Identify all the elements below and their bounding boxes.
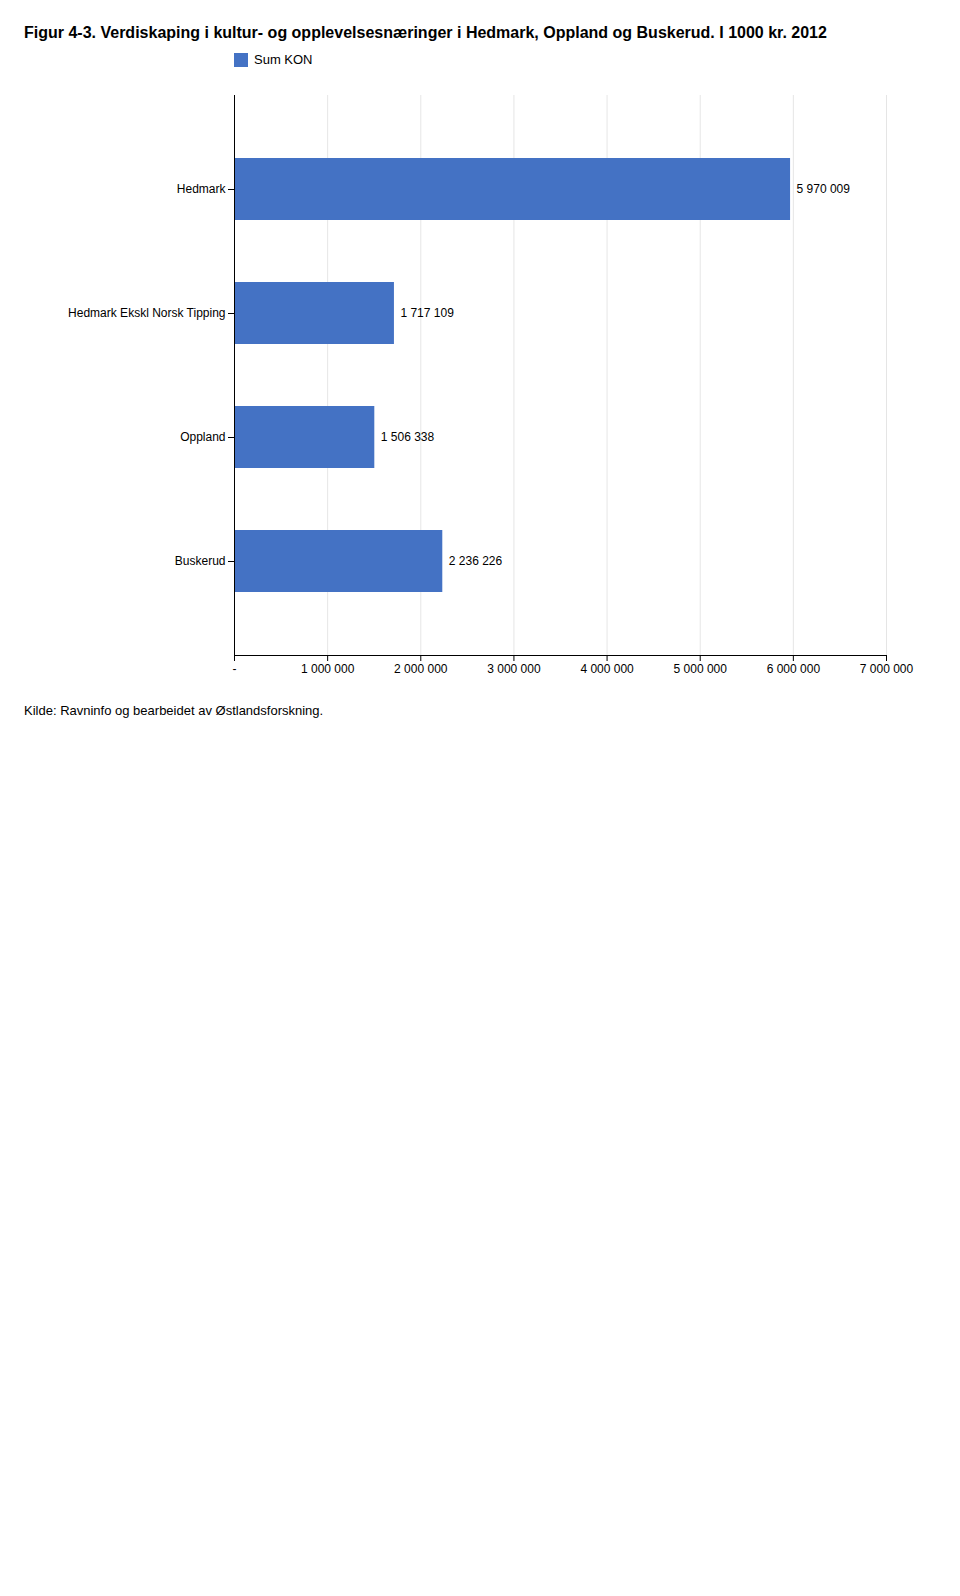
svg-text:Oppland: Oppland	[180, 430, 225, 444]
svg-text:1 000 000: 1 000 000	[301, 662, 355, 676]
svg-text:Hedmark: Hedmark	[177, 182, 227, 196]
svg-text:7 000 000: 7 000 000	[860, 662, 914, 676]
html-text:Kilde: Ravninfo og bearbeidet: Kilde: Ravninfo og bearbeidet av Østland…	[24, 703, 324, 718]
svg-text:3 000 000: 3 000 000	[487, 662, 541, 676]
svg-text:1 506 338: 1 506 338	[381, 430, 435, 444]
svg-text:4 000 000: 4 000 000	[580, 662, 634, 676]
svg-text:Hedmark Ekskl Norsk Tipping: Hedmark Ekskl Norsk Tipping	[68, 306, 225, 320]
svg-text:5 970 009: 5 970 009	[797, 182, 851, 196]
html-text:Sum KON: Sum KON	[254, 52, 313, 67]
svg-text:-: -	[233, 662, 237, 676]
svg-text:1 717 109: 1 717 109	[400, 306, 454, 320]
svg-text:6 000 000: 6 000 000	[767, 662, 821, 676]
svg-text:2 000 000: 2 000 000	[394, 662, 448, 676]
svg-text:Buskerud: Buskerud	[175, 554, 226, 568]
svg-text:5 000 000: 5 000 000	[674, 662, 728, 676]
html-text:Figur 4-3. Verdiskaping i kult: Figur 4-3. Verdiskaping i kultur- og opp…	[24, 24, 827, 41]
svg-text:2 236 226: 2 236 226	[449, 554, 503, 568]
